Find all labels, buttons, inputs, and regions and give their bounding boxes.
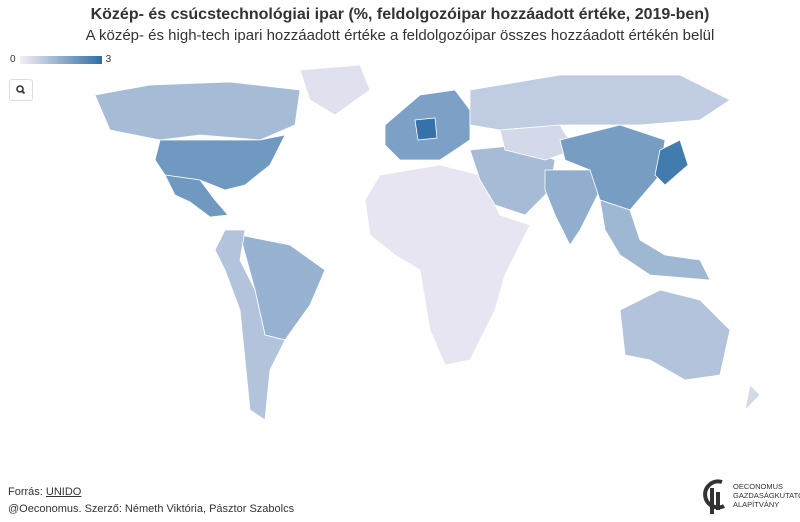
search-button[interactable]	[9, 79, 33, 101]
logo-text: OECONOMUS GAZDASÁGKUTATÓ ALAPÍTVÁNY	[733, 482, 800, 509]
region[interactable]	[414, 117, 438, 141]
footer: Forrás: UNIDO @Oeconomus. Szerző: Németh…	[8, 484, 294, 518]
search-icon	[16, 85, 26, 95]
region[interactable]	[94, 81, 301, 141]
subtitle: A közép- és high-tech ipari hozzáadott é…	[85, 27, 715, 44]
region[interactable]	[619, 289, 731, 381]
world-map	[94, 64, 761, 421]
region[interactable]	[499, 124, 576, 161]
region[interactable]	[654, 139, 689, 186]
source-label: Forrás:	[8, 486, 43, 498]
region[interactable]	[744, 384, 761, 412]
logo-mark	[703, 479, 725, 514]
logo-line: OECONOMUS	[733, 481, 784, 491]
logo: OECONOMUS GAZDASÁGKUTATÓ ALAPÍTVÁNY	[700, 474, 800, 516]
region[interactable]	[599, 199, 711, 281]
logo-line: ALAPÍTVÁNY	[733, 499, 780, 509]
source-link[interactable]: UNIDO	[45, 486, 82, 498]
legend-gradient	[19, 55, 102, 64]
region[interactable]	[544, 169, 601, 246]
region[interactable]	[299, 64, 371, 116]
byline: @Oeconomus. Szerző: Németh Viktória, Pás…	[8, 503, 295, 515]
source: Forrás: UNIDO	[8, 484, 294, 501]
logo-line: GAZDASÁGKUTATÓ	[733, 490, 800, 500]
title: Közép- és csúcstechnológiai ipar (%, fel…	[90, 6, 710, 23]
legend-max: 3	[105, 54, 112, 65]
region[interactable]	[214, 229, 286, 421]
legend: 0 3	[10, 54, 111, 65]
region[interactable]	[164, 174, 229, 218]
region[interactable]	[469, 74, 731, 131]
legend-min: 0	[10, 54, 16, 65]
region[interactable]	[154, 134, 286, 191]
